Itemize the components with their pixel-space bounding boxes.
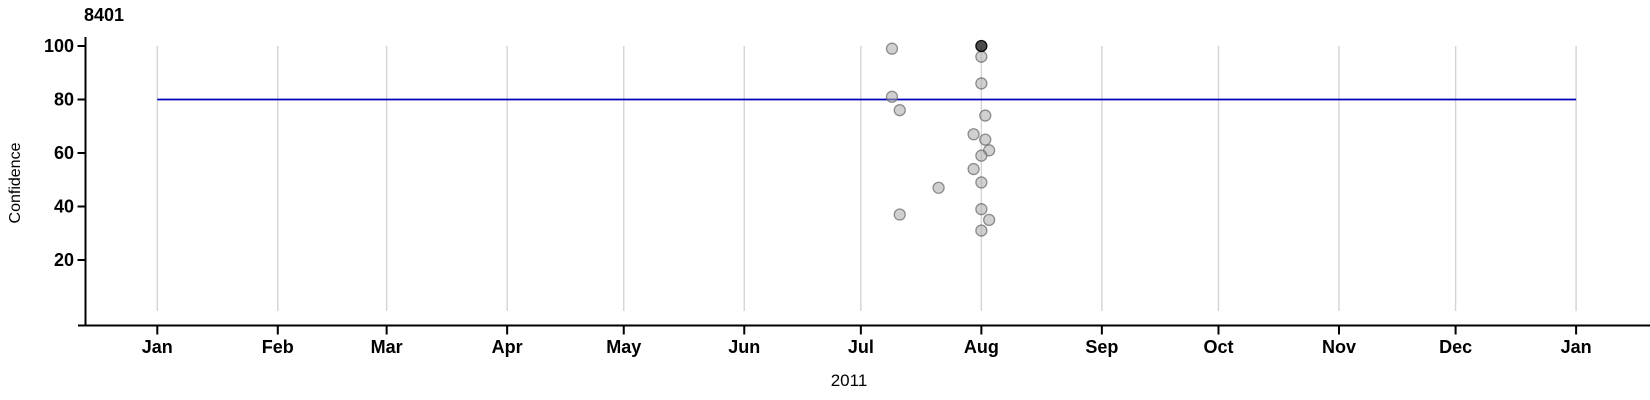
data-point bbox=[893, 208, 906, 221]
data-point bbox=[979, 133, 992, 146]
data-point bbox=[975, 176, 988, 189]
data-point bbox=[932, 181, 945, 194]
data-point bbox=[975, 203, 988, 216]
x-tick-label: Sep bbox=[1085, 337, 1118, 357]
y-tick-label: 40 bbox=[54, 197, 74, 217]
data-point bbox=[885, 42, 899, 55]
y-tick-label: 80 bbox=[54, 90, 74, 110]
data-point bbox=[975, 77, 988, 90]
y-tick-label: 20 bbox=[54, 250, 74, 270]
x-axis-year-label: 2011 bbox=[830, 371, 868, 390]
x-tick-label: Jun bbox=[728, 337, 760, 357]
x-tick-label: Jul bbox=[848, 337, 874, 357]
data-point bbox=[975, 224, 988, 237]
y-tick-label: 100 bbox=[44, 36, 74, 56]
x-tick-label: Feb bbox=[262, 337, 294, 357]
data-point bbox=[975, 149, 988, 162]
data-point bbox=[885, 90, 899, 103]
chart-title: 8401 bbox=[84, 5, 125, 25]
x-tick-label: Mar bbox=[371, 337, 403, 357]
x-tick-label: Dec bbox=[1439, 337, 1472, 357]
y-axis-title: Confidence bbox=[7, 142, 24, 224]
x-tick-label: Jan bbox=[142, 337, 173, 357]
data-point bbox=[982, 213, 996, 227]
x-tick-label: Apr bbox=[492, 337, 523, 357]
x-tick-label: Jan bbox=[1561, 337, 1592, 357]
x-tick-label: Aug bbox=[964, 337, 999, 357]
y-tick-label: 60 bbox=[54, 143, 74, 163]
data-point bbox=[979, 109, 992, 122]
data-point bbox=[975, 39, 988, 53]
x-tick-label: Oct bbox=[1203, 337, 1233, 357]
x-tick-label: May bbox=[606, 337, 641, 357]
data-point bbox=[967, 128, 980, 141]
data-point bbox=[975, 50, 988, 63]
data-point bbox=[967, 162, 980, 176]
data-point bbox=[893, 104, 906, 117]
x-tick-label: Nov bbox=[1322, 337, 1356, 357]
